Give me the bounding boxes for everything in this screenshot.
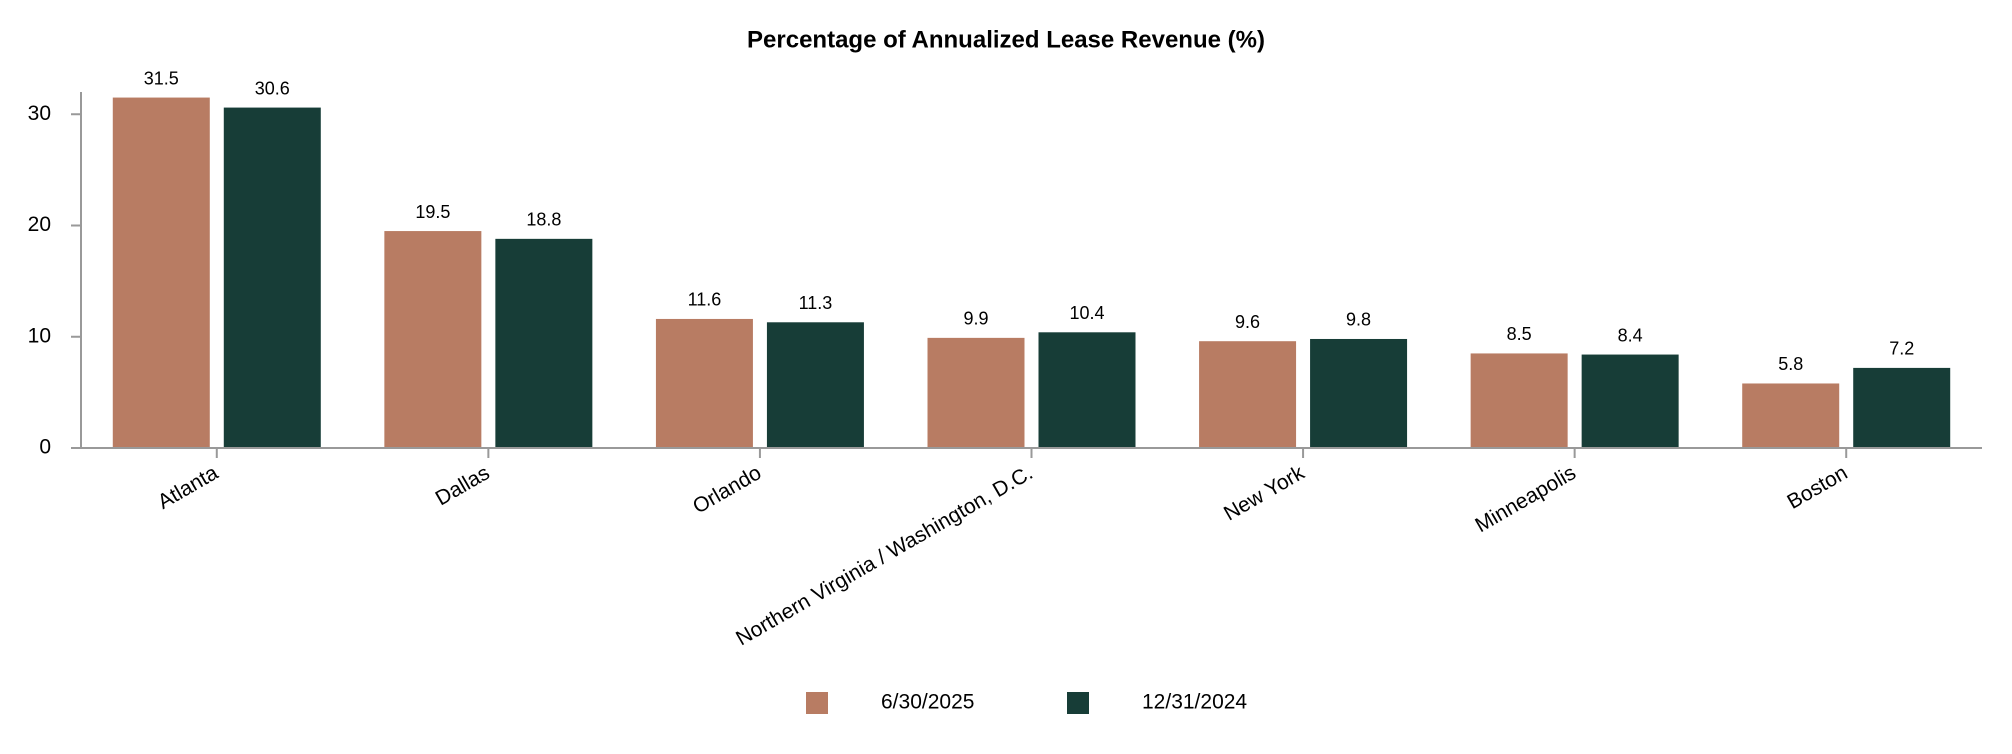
legend-swatch [1067, 692, 1089, 714]
x-tick-label: Northern Virginia / Washington, D.C. [732, 461, 1037, 650]
value-label: 5.8 [1778, 354, 1803, 374]
bar [927, 337, 1025, 448]
bar [1853, 367, 1951, 448]
bar [223, 107, 321, 448]
x-tick-label: Orlando [689, 461, 765, 518]
bar [655, 318, 753, 448]
value-label: 11.3 [799, 293, 833, 313]
value-label: 9.6 [1235, 312, 1260, 332]
bar [1199, 341, 1297, 448]
value-label: 8.5 [1507, 324, 1532, 344]
y-tick-label: 30 [28, 102, 51, 125]
bar [1742, 383, 1840, 448]
x-tick-label: Minneapolis [1471, 461, 1580, 537]
legend-label: 6/30/2025 [881, 691, 974, 714]
value-label: 8.4 [1618, 325, 1643, 345]
y-tick-label: 10 [28, 324, 51, 347]
bar [766, 322, 864, 448]
x-tick-label: Atlanta [154, 461, 222, 514]
value-label: 9.8 [1346, 310, 1371, 330]
bar [112, 97, 210, 448]
value-label: 31.5 [144, 68, 179, 88]
bar [495, 238, 593, 448]
value-label: 7.2 [1889, 339, 1914, 359]
bar [1310, 338, 1408, 448]
value-label: 19.5 [415, 202, 450, 222]
x-tick-label: Boston [1783, 461, 1851, 514]
bar [1470, 353, 1568, 448]
bar [1581, 354, 1679, 448]
bar [1038, 332, 1136, 448]
chart-title: Percentage of Annualized Lease Revenue (… [747, 26, 1265, 53]
value-label: 11.6 [688, 290, 722, 310]
legend-label: 12/31/2024 [1142, 691, 1247, 714]
legend-swatch [806, 692, 828, 714]
x-tick-label: New York [1220, 461, 1309, 526]
value-label: 30.6 [255, 78, 290, 98]
y-tick-label: 0 [39, 436, 51, 459]
value-label: 18.8 [526, 210, 561, 230]
x-tick-label: Dallas [432, 461, 494, 510]
value-label: 10.4 [1069, 303, 1104, 323]
y-tick-label: 20 [28, 213, 51, 236]
bar [384, 231, 482, 448]
value-label: 9.9 [963, 309, 988, 329]
